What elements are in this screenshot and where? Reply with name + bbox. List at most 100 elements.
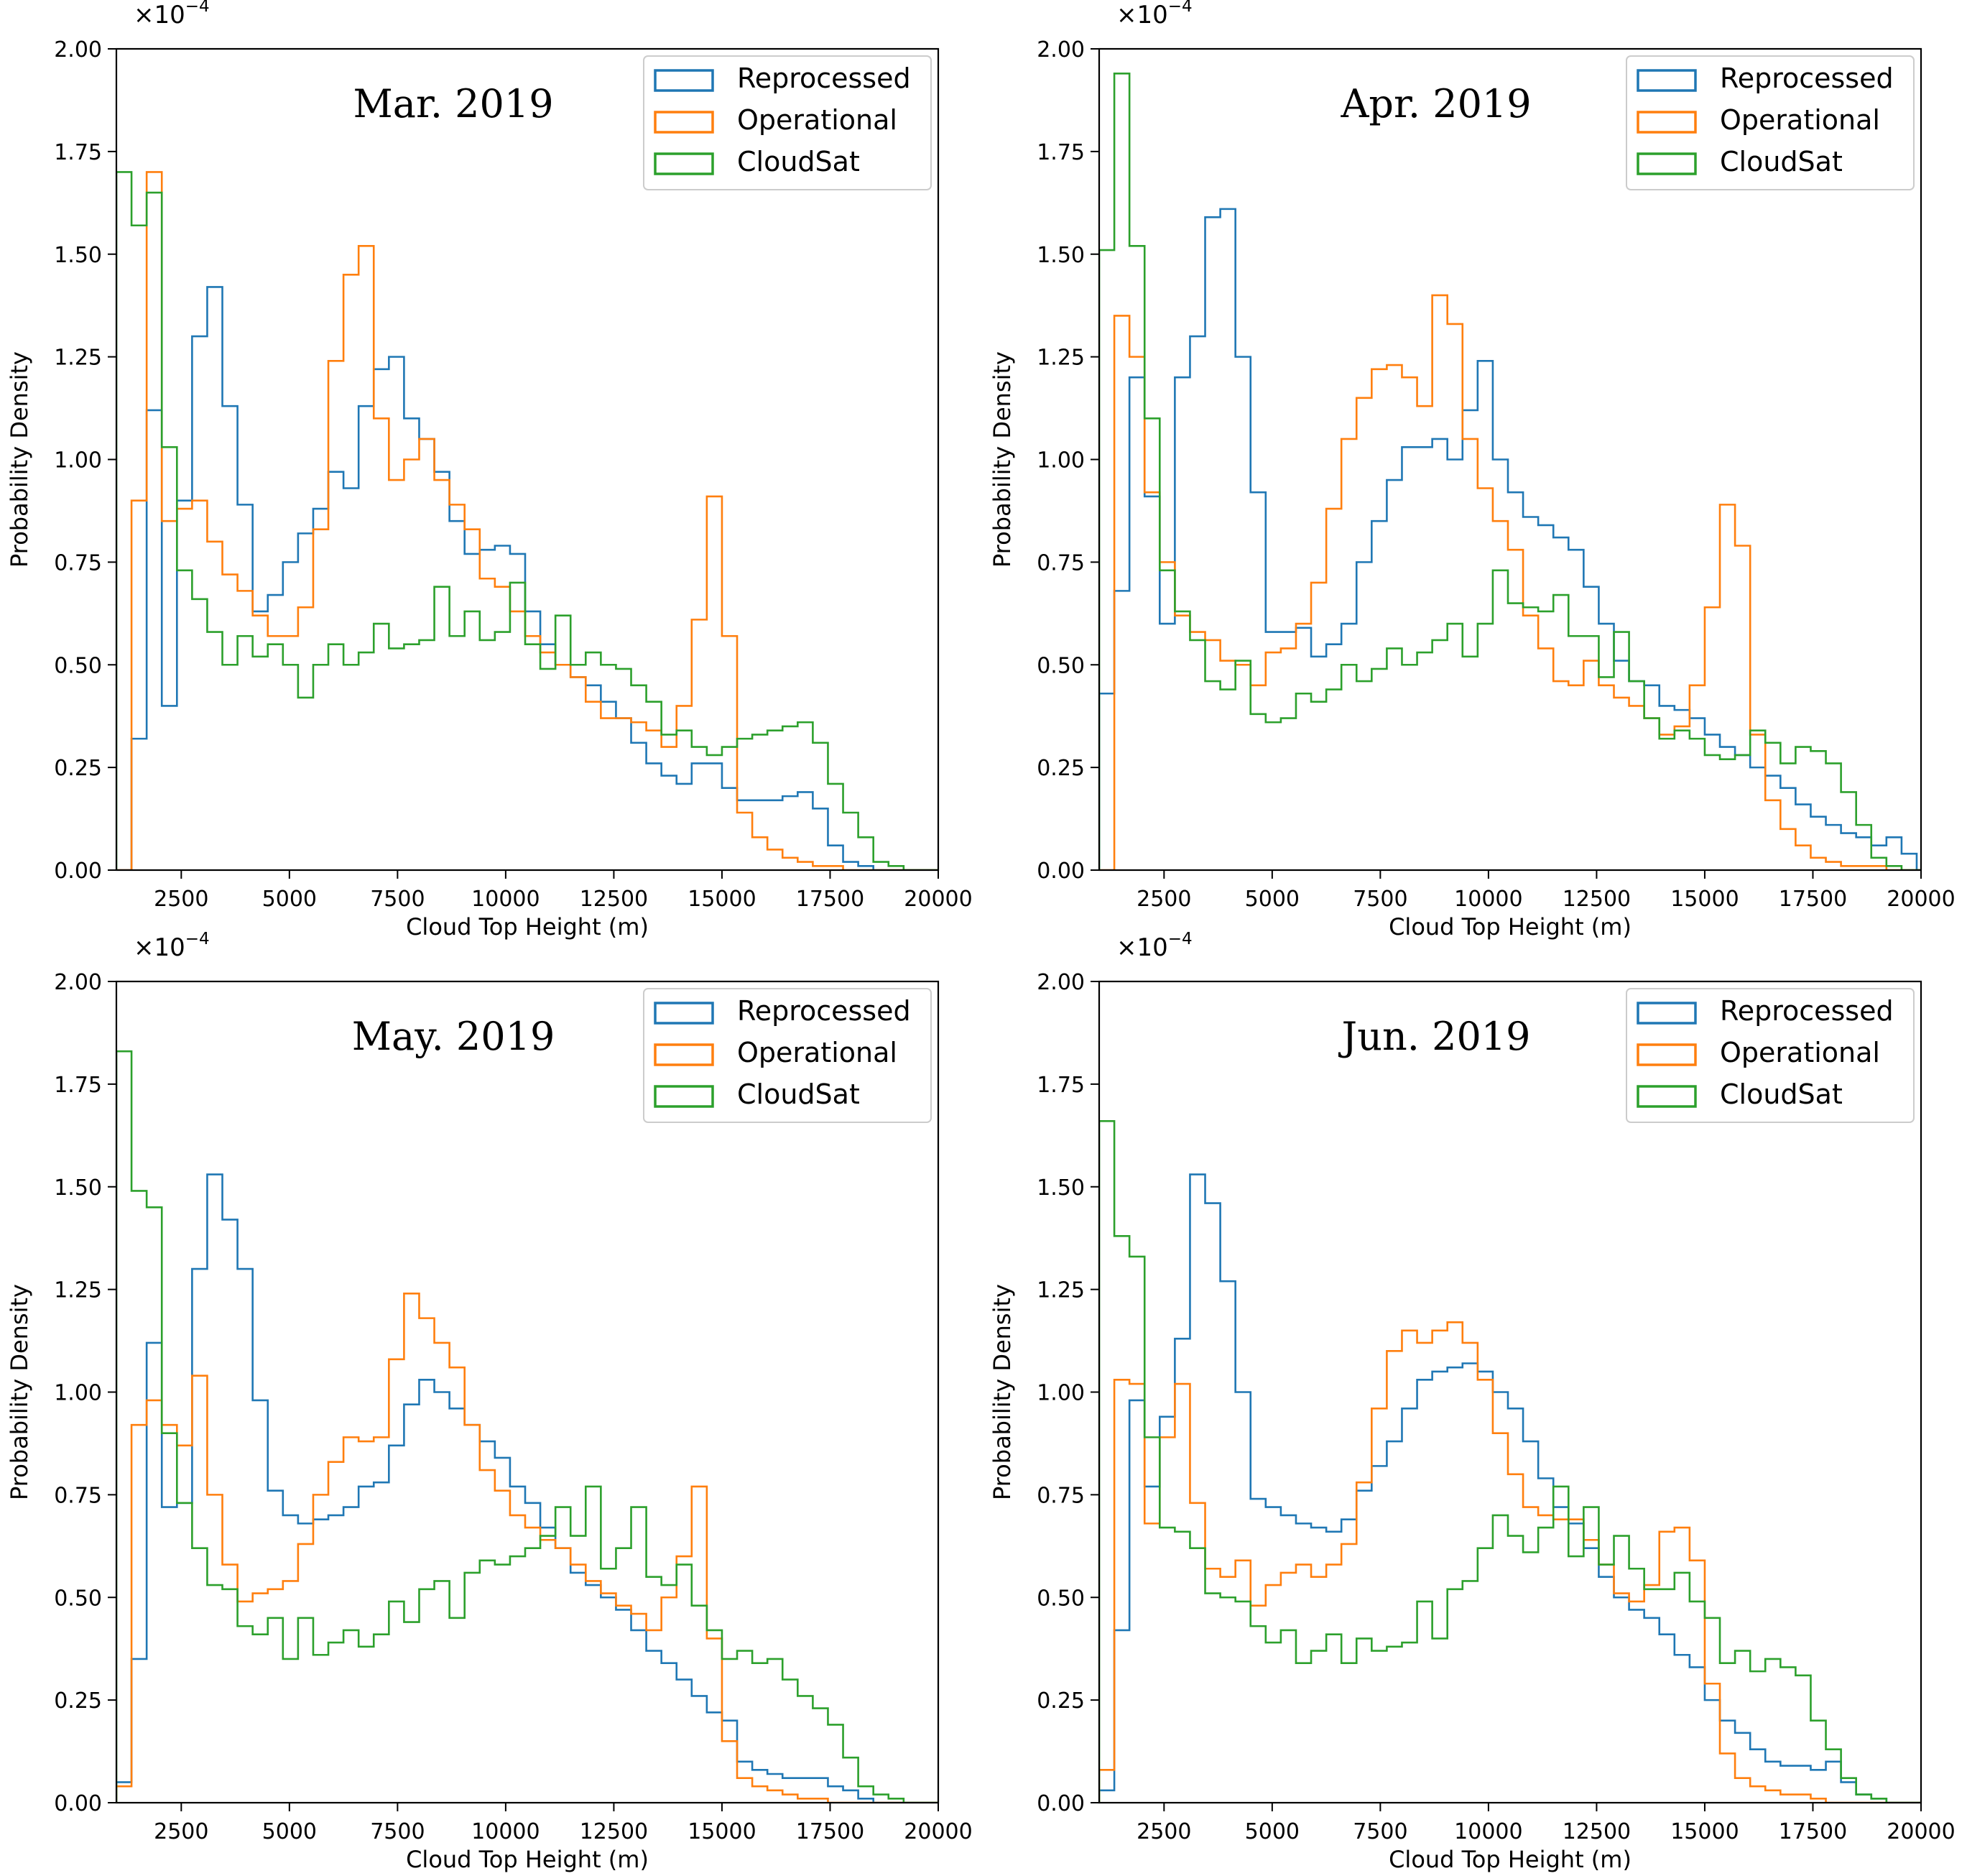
y-tick-label: 1.00 [54,448,102,473]
y-offset-label: ×10−4 [134,930,210,962]
y-tick-label: 0.50 [54,1586,102,1611]
y-tick-label: 1.50 [1037,1175,1085,1201]
y-tick-label: 0.00 [54,1791,102,1816]
series-line-cloudsat [1099,72,1921,870]
legend-swatch-operational [654,111,714,134]
x-tick-label: 10000 [471,1819,540,1844]
x-tick-label: 10000 [471,887,540,912]
series-group [1099,1120,1921,1803]
legend-label: Operational [737,1037,897,1068]
legend-swatch-reprocessed [1637,1002,1697,1025]
series-line-cloudsat [1099,1120,1921,1803]
x-tick-label: 20000 [904,887,972,912]
series-group [116,171,938,870]
legend-label: CloudSat [1720,146,1843,177]
legend-swatch-operational [1637,111,1697,134]
x-tick-label: 15000 [1670,1819,1739,1844]
y-tick-label: 1.50 [54,1175,102,1201]
x-tick-label: 20000 [1887,1819,1955,1844]
y-tick-label: 1.50 [1037,243,1085,268]
y-tick-label: 0.75 [54,550,102,576]
legend-swatch-reprocessed [1637,69,1697,92]
x-tick-label: 15000 [1670,887,1739,912]
legend-label: CloudSat [737,1078,860,1110]
x-tick-label: 10000 [1454,887,1522,912]
x-axis-label: Cloud Top Height (m) [1389,913,1632,941]
y-tick-label: 2.00 [54,37,102,63]
x-tick-label: 7500 [370,887,425,912]
series-line-operational [116,171,938,870]
y-tick-label: 0.75 [54,1483,102,1508]
legend-label: Reprocessed [1720,995,1894,1027]
x-tick-label: 7500 [1353,887,1407,912]
y-tick-label: 1.25 [54,1278,102,1303]
x-tick-label: 20000 [1887,887,1955,912]
y-tick-label: 1.50 [54,243,102,268]
x-tick-label: 7500 [370,1819,425,1844]
legend-label: CloudSat [1720,1078,1843,1110]
x-tick-label: 12500 [580,1819,648,1844]
y-axis-label: Probability Density [989,351,1016,568]
x-axis-label: Cloud Top Height (m) [406,913,649,941]
y-tick-label: 1.00 [1037,1381,1085,1406]
x-tick-label: 15000 [688,1819,756,1844]
series-line-operational [1099,1321,1921,1803]
y-tick-label: 1.00 [1037,448,1085,473]
x-tick-label: 10000 [1454,1819,1522,1844]
y-tick-label: 1.25 [1037,1278,1085,1303]
y-tick-label: 0.00 [54,859,102,884]
y-offset-label: ×10−4 [1116,0,1193,29]
chart-title: Mar. 2019 [353,81,553,126]
legend-swatch-operational [1637,1043,1697,1066]
y-tick-label: 0.75 [1037,550,1085,576]
legend-swatch-cloudsat [1637,152,1697,175]
y-tick-label: 1.75 [54,1073,102,1098]
series-line-reprocessed [116,286,938,870]
legend-label: Reprocessed [737,63,911,94]
x-axis-label: Cloud Top Height (m) [406,1846,649,1873]
legend: Reprocessed Operational CloudSat [643,988,932,1123]
chart-panel-2: 2500 5000 7500 10000 12500 15000 17500 20000 0.0… [989,0,1956,941]
y-tick-label: 0.50 [1037,653,1085,678]
x-tick-label: 12500 [1563,1819,1631,1844]
x-tick-label: 5000 [1245,887,1300,912]
series-group [116,1050,938,1803]
series-line-reprocessed [1099,208,1921,870]
legend-label: Reprocessed [737,995,911,1027]
legend: Reprocessed Operational CloudSat [1626,988,1915,1123]
y-tick-label: 0.75 [1037,1483,1085,1508]
legend-swatch-cloudsat [654,1085,714,1108]
series-group [1099,72,1921,870]
y-tick-label: 1.75 [1037,1073,1085,1098]
y-tick-label: 2.00 [1037,37,1085,63]
x-tick-label: 2500 [154,887,208,912]
y-tick-label: 0.25 [54,756,102,781]
chart-title: May. 2019 [352,1014,555,1059]
legend: Reprocessed Operational CloudSat [1626,55,1915,190]
y-axis-label: Probability Density [6,351,33,568]
y-tick-label: 2.00 [54,970,102,995]
legend-swatch-reprocessed [654,1002,714,1025]
legend-swatch-cloudsat [1637,1085,1697,1108]
legend-box [643,55,932,190]
legend-label: Operational [1720,104,1880,136]
y-offset-exponent: −4 [1168,930,1193,948]
legend: Reprocessed Operational CloudSat [643,55,932,190]
y-offset-label: ×10−4 [1116,930,1193,962]
y-tick-label: 1.75 [54,140,102,165]
series-line-reprocessed [1099,1173,1921,1803]
series-line-reprocessed [116,1173,938,1803]
series-line-cloudsat [116,171,938,870]
y-tick-label: 2.00 [1037,970,1085,995]
x-tick-label: 17500 [796,887,864,912]
y-offset-exponent: −4 [185,0,210,16]
chart-panel-1: 2500 5000 7500 10000 12500 15000 17500 20000 0.0… [6,0,973,941]
x-tick-label: 7500 [1353,1819,1407,1844]
y-tick-label: 0.50 [54,653,102,678]
chart-panel-3: 2500 5000 7500 10000 12500 15000 17500 20000 0.0… [6,930,973,1873]
x-tick-label: 5000 [262,887,317,912]
y-tick-label: 1.25 [54,346,102,371]
y-tick-label: 0.00 [1037,1791,1085,1816]
y-tick-label: 0.25 [1037,1688,1085,1714]
